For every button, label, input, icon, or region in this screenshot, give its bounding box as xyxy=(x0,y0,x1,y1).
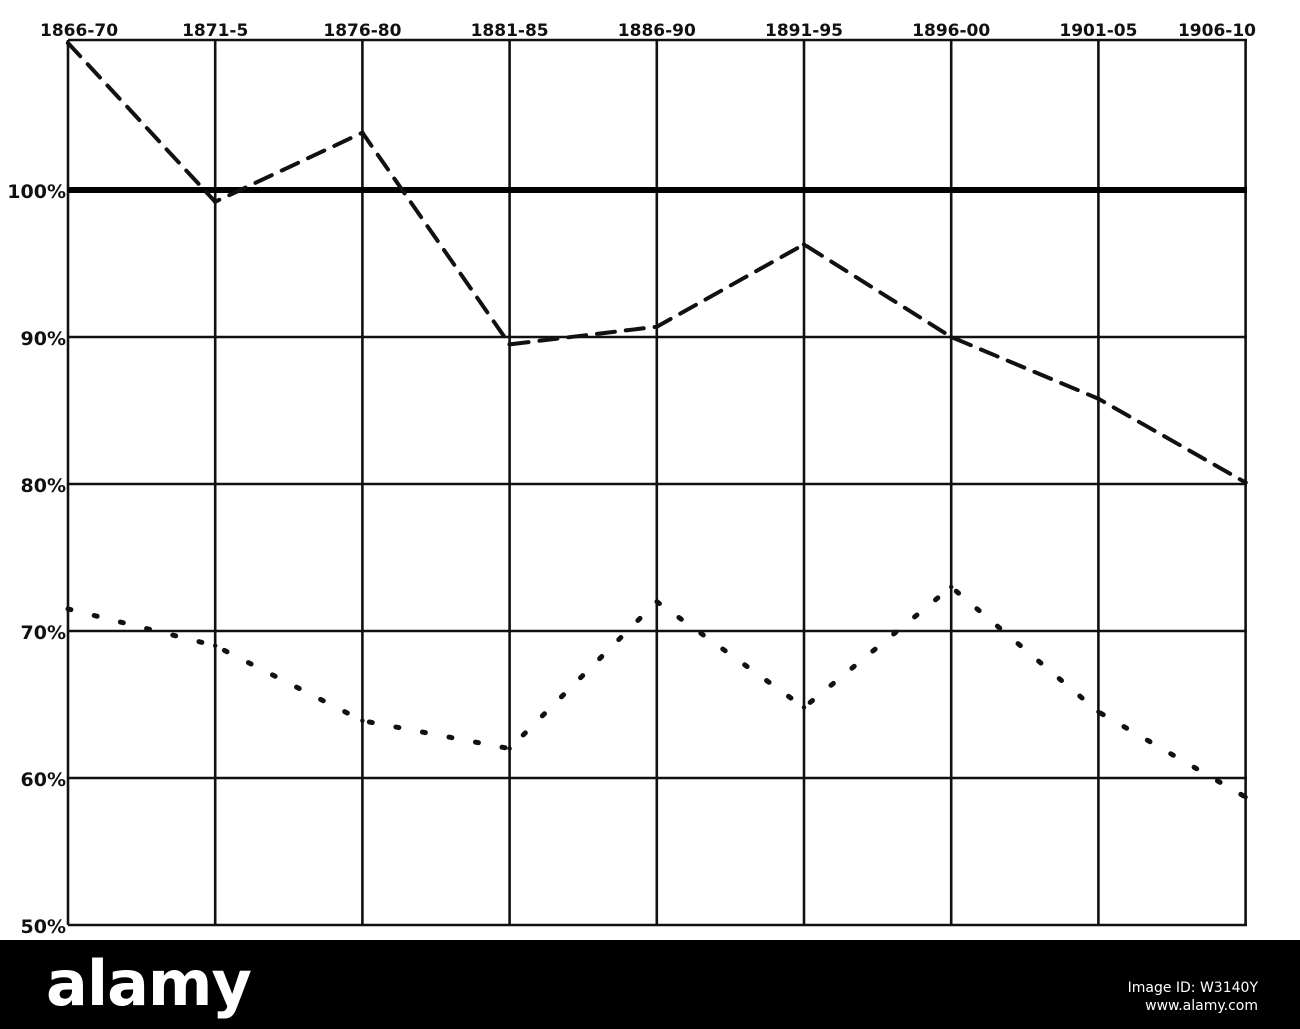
x-tick-label: 1901-05 xyxy=(1059,21,1137,41)
x-tick-labels: 1866-70 1871-5 1876-80 1881-85 1886-90 1891-9… xyxy=(40,21,1256,41)
series-2-point xyxy=(213,643,218,648)
line-chart: 1866-70 1871-5 1876-80 1881-85 1886-90 1891-9… xyxy=(7,21,1256,938)
series-1-point xyxy=(360,130,365,135)
x-tick-label: 1876-80 xyxy=(323,21,401,41)
site-url-text: www.alamy.com xyxy=(1145,998,1258,1014)
y-tick-labels: 50% 60% 70% 80% 90% 100% xyxy=(7,181,66,938)
series-2-point xyxy=(1096,709,1101,715)
series-1-point xyxy=(1096,396,1101,401)
y-tick-label: 60% xyxy=(21,769,66,791)
x-tick-label: 1866-70 xyxy=(40,21,118,41)
image-info: Image ID: W3140Y www.alamy.com xyxy=(1128,979,1258,1015)
x-tick-label: 1881-85 xyxy=(471,21,549,41)
y-tick-label: 80% xyxy=(21,475,66,497)
series-1-point xyxy=(507,342,512,347)
grid-lines xyxy=(66,38,1247,927)
series-lines xyxy=(65,40,1249,800)
series-2-point xyxy=(507,746,512,751)
series-2-point xyxy=(65,606,71,612)
x-tick-label: 1896-00 xyxy=(912,21,990,41)
series-2-point xyxy=(360,718,365,723)
image-id-text: Image ID: W3140Y xyxy=(1127,980,1258,996)
x-tick-label: 1891-95 xyxy=(765,21,843,41)
x-tick-label: 1906-10 xyxy=(1178,21,1256,41)
series-1-point xyxy=(1243,480,1248,485)
y-tick-label: 50% xyxy=(21,916,66,938)
series-1-point xyxy=(801,242,807,247)
brand-logo: alamy xyxy=(46,947,252,1020)
series-2-point xyxy=(949,584,954,590)
watermark-footer: alamy Image ID: W3140Y www.alamy.com xyxy=(0,940,1300,1029)
series-2-point xyxy=(1243,794,1248,800)
y-tick-label: 100% xyxy=(7,181,66,203)
series-1-point xyxy=(65,40,71,46)
y-tick-label: 90% xyxy=(21,328,66,350)
series-2-point xyxy=(654,599,659,604)
series-2-point xyxy=(801,705,807,710)
x-tick-label: 1871-5 xyxy=(182,21,248,41)
series-1-point xyxy=(949,334,954,340)
series-1-point xyxy=(213,199,218,204)
series-1-point xyxy=(654,324,659,329)
x-tick-label: 1886-90 xyxy=(618,21,696,41)
y-tick-label: 70% xyxy=(21,622,66,644)
